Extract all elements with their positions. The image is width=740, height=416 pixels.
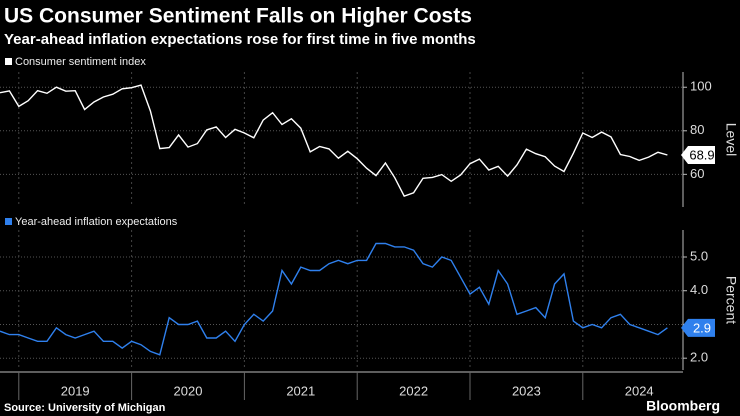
legend-swatch <box>5 58 12 65</box>
y-tick-label: 60 <box>690 166 704 181</box>
last-value-box <box>681 145 715 164</box>
chart-subtitle: Year-ahead inflation expectations rose f… <box>4 31 476 48</box>
last-value-box <box>681 318 715 337</box>
y-tick-label: 4.0 <box>690 282 708 297</box>
y-tick-label: 5.0 <box>690 248 708 263</box>
last-value-label: 2.9 <box>693 320 711 335</box>
line <box>0 242 668 356</box>
x-tick-label: 2023 <box>512 383 541 398</box>
source: Source: University of Michigan <box>4 402 166 414</box>
legend-swatch <box>5 218 12 225</box>
y-tick-label: 2.0 <box>690 350 708 365</box>
x-tick-label: 2021 <box>286 383 315 398</box>
chart-title: US Consumer Sentiment Falls on Higher Co… <box>4 5 472 28</box>
brand: Bloomberg <box>646 398 720 414</box>
x-tick-label: 2022 <box>399 383 428 398</box>
legend-label: Consumer sentiment index <box>15 56 146 68</box>
last-value-label: 68.9 <box>689 147 714 162</box>
x-tick-label: 2019 <box>61 383 90 398</box>
y-axis-title: Level <box>723 123 739 156</box>
y-tick-label: 100 <box>690 79 712 94</box>
line <box>0 84 668 197</box>
legend-label: Year-ahead inflation expectations <box>15 216 178 228</box>
y-axis-title: Percent <box>723 276 739 324</box>
x-tick-label: 2024 <box>625 383 654 398</box>
x-tick-label: 2020 <box>174 383 203 398</box>
y-tick-label: 80 <box>690 122 704 137</box>
